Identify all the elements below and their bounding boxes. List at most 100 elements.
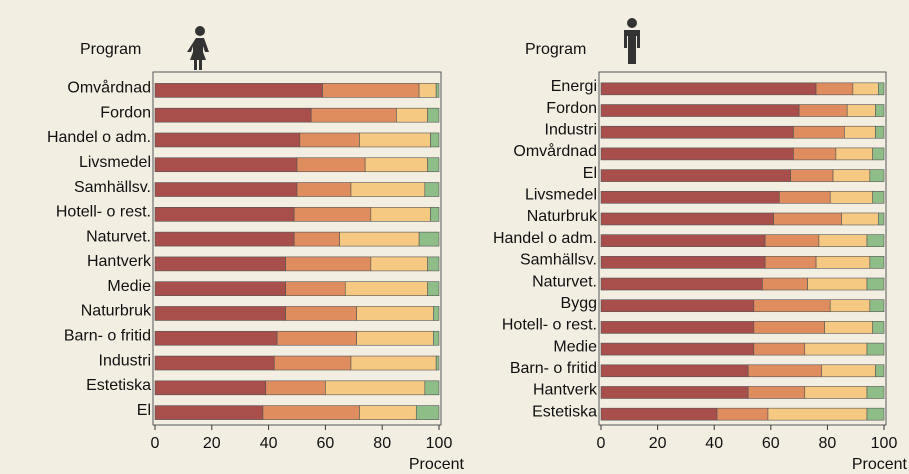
bar-segment [600,147,794,161]
x-axis-title: Procent [852,456,908,473]
bar-segment [325,380,426,396]
y-tick-label: Barn- o fritid [64,327,151,344]
y-tick-label: Handel o adm. [493,230,597,247]
bar-segment [829,190,873,204]
y-tick-label: Hotell- o rest. [56,204,151,221]
bar-segment [396,107,428,123]
bar-segment [154,281,286,296]
y-tick-label: Livsmedel [79,154,151,171]
y-tick-label: Fordon [546,100,597,117]
bar-segment [818,234,868,247]
bar-segment [415,405,440,420]
bar-segment [600,256,766,269]
y-axis-title: Program [80,41,141,58]
bar-segment [844,125,876,139]
bar-segment [600,299,755,313]
bar-segment [804,386,868,399]
bar-segment [793,125,845,139]
y-tick-label: Naturbruk [81,303,152,320]
x-tick-label: 80 [819,435,837,452]
bar-segment [424,380,440,396]
bar-segment [866,277,885,291]
bar-segment [418,83,437,98]
bar-segment [807,277,868,291]
bar-segment [154,107,312,123]
y-tick-label: Energi [551,78,597,95]
bar-segment [370,256,428,272]
bar-segment [364,157,428,173]
y-tick-label: Hantverk [87,253,152,270]
y-tick-label: Barn- o fritid [510,360,597,377]
bar-segment [600,407,718,421]
y-tick-label: Samhällsv. [520,252,597,269]
bar-segment [154,355,275,371]
bar-segment [293,207,372,222]
bar-segment [265,380,326,396]
bar-segment [829,299,871,313]
x-tick-label: 100 [426,435,453,452]
bar-segment [350,355,437,371]
bar-segment [600,104,800,117]
bar-segment [869,169,885,182]
bar-segment [154,330,278,346]
bar-segment [322,83,420,98]
bar-segment [350,182,426,197]
y-tick-label: Industri [99,352,151,369]
bar-segment [273,355,352,371]
female-icon [187,26,209,70]
bar-segment [418,231,440,247]
y-tick-label: Omvårdnad [513,142,597,160]
y-tick-label: Livsmedel [525,187,597,204]
bar-segment [804,342,868,356]
male-icon [624,18,640,64]
bar-segment [154,256,286,272]
bar-segment [600,342,755,356]
y-tick-label: Naturvet. [86,228,151,245]
y-tick-label: Naturbruk [527,208,598,225]
bar-segment [821,364,876,378]
bar-segment [875,364,885,378]
bar-segment [356,306,434,321]
bar-segment [430,207,440,222]
y-tick-label: Hantverk [533,382,598,399]
bar-segment [600,82,817,96]
plot-frame [152,71,442,426]
bar-segment [798,104,848,117]
y-tick-label: Estetiska [532,403,597,420]
bar-segment [344,281,428,296]
y-tick-label: Industri [545,121,597,138]
y-tick-label: Estetiska [86,377,151,394]
bar-segment [154,132,301,148]
bar-segment [359,132,431,148]
bar-segment [872,321,885,334]
x-tick-label: 40 [260,435,278,452]
bar-segment [600,190,780,204]
bar-segment [716,407,769,421]
bar-segment [285,281,346,296]
bar-segment [285,256,372,272]
bar-segment [866,407,885,421]
bar-segment [872,190,885,204]
bar-segment [299,132,360,148]
bar-segment [427,107,440,123]
y-tick-label: Hotell- o rest. [502,317,597,334]
bar-segment [600,386,749,399]
bar-segment [433,306,440,321]
bar-segment [262,405,360,420]
bar-segment [600,212,774,226]
bar-segment [154,207,295,222]
bar-segment [154,405,264,420]
bar-segment [154,83,323,98]
x-tick-label: 100 [871,435,898,452]
x-axis-title: Procent [409,456,465,473]
y-tick-label: Naturvet. [532,273,597,290]
bar-segment [435,355,440,371]
y-tick-label: Medie [553,338,597,355]
bar-segment [764,234,820,247]
bar-segment [753,342,806,356]
y-tick-label: Fordon [100,104,151,121]
bar-segment [875,125,885,139]
y-axis-title: Program [525,41,586,58]
bar-segment [869,256,885,269]
